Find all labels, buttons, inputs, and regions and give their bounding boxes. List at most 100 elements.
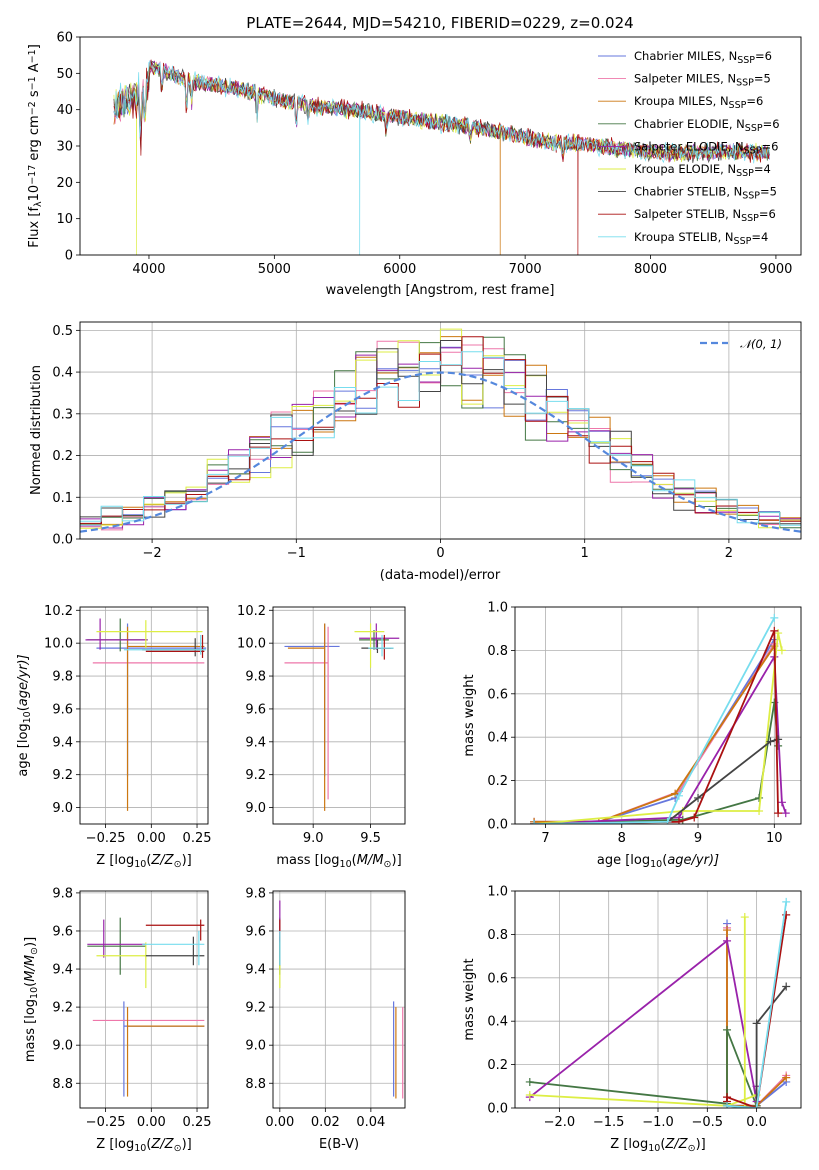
- legend-label: Chabrier STELIB, NSSP=5: [634, 185, 777, 202]
- y-tick-label: 0.0: [487, 818, 508, 833]
- y-tick-label: 30: [56, 140, 73, 155]
- x-axis-label: Z [log10(Z/Z⊙)]: [96, 853, 191, 870]
- x-tick-label: 2: [725, 546, 733, 561]
- weight-marker: [723, 936, 732, 945]
- axes-age_vs_Z: −0.25 0.00 0.25 9.0 9.2 9.4 9.6 9.8 10.0 10.2 Z [l…: [16, 604, 212, 870]
- axes-frame: [514, 890, 802, 1109]
- label-part: (: [16, 706, 31, 711]
- label-part: SSP: [736, 168, 754, 179]
- frame: 9.0 9.5 9.0 9.2 9.4 9.6 9.8 10.0 10.2 mass [log10…: [237, 604, 406, 870]
- y-axis-label: mass [log10(M/M⊙)]: [23, 937, 40, 1062]
- y-tick-label: 0.4: [487, 1015, 508, 1030]
- y-tick-label: 9.8: [245, 886, 266, 901]
- label-part: Z [log: [96, 853, 134, 868]
- y-tick-label: 1.0: [487, 885, 508, 900]
- weight-marker: [777, 646, 786, 655]
- label-part: Z [log: [610, 1137, 648, 1152]
- y-tick-label: 8.8: [52, 1077, 73, 1092]
- weight-marker: [525, 1077, 534, 1086]
- plot-area: [113, 59, 770, 255]
- label-part: SSP: [742, 190, 760, 201]
- label-part: 10: [340, 859, 352, 870]
- label-part: −1: [27, 49, 38, 63]
- y-tick-label: 0.6: [487, 687, 508, 702]
- label-part: Z/Z: [150, 1137, 174, 1152]
- x-tick-label: −1.5: [593, 1115, 625, 1130]
- frame: −2.0 −1.5 −1.0 −0.5 0.0 0.0 0.2 0.4 0.6 0.8 1.0 Z […: [462, 885, 802, 1154]
- x-tick-label: 9.0: [303, 831, 324, 846]
- legend-label: Salpeter MILES, NSSP=5: [634, 72, 771, 89]
- weight-marker: [752, 1019, 761, 1028]
- label-part: ⊙: [29, 947, 40, 955]
- label-part: −1: [27, 76, 38, 90]
- y-tick-label: 8.8: [245, 1077, 266, 1092]
- weight-marker: [774, 735, 783, 744]
- weight-marker: [766, 737, 775, 746]
- label-part: ⊙: [174, 1143, 182, 1154]
- label-part: age/yr)]: [16, 654, 31, 706]
- weight-marker: [723, 1093, 732, 1102]
- y-tick-label: 9.6: [245, 924, 266, 939]
- gaussian-curve: [80, 371, 801, 533]
- label-part: −2: [27, 101, 38, 115]
- legend-label: Chabrier ELODIE, NSSP=6: [634, 117, 780, 134]
- spectrum-line: [113, 60, 770, 255]
- x-tick-label: 10: [766, 831, 783, 846]
- y-tick-label: 0.0: [52, 533, 73, 548]
- legend-label: Chabrier MILES, NSSP=6: [634, 49, 772, 66]
- weight-marker: [723, 1101, 732, 1108]
- y-tick-label: 9.2: [245, 1001, 266, 1016]
- label-part: Z/Z: [150, 853, 174, 868]
- y-tick-label: 9.4: [52, 735, 73, 750]
- label-part: (: [146, 853, 151, 868]
- y-tick-label: 9.4: [245, 735, 266, 750]
- label-part: Z/Z: [664, 1137, 688, 1152]
- label-part: SSP: [741, 213, 759, 224]
- x-tick-label: 7000: [509, 262, 542, 277]
- y-axis-label: age [log10(age/yr)]: [16, 654, 33, 776]
- y-tick-label: 9.8: [52, 670, 73, 685]
- label-part: 10: [648, 1143, 660, 1154]
- weight-marker: [530, 820, 539, 824]
- y-tick-label: 9.0: [52, 801, 73, 816]
- weight-marker: [723, 1025, 732, 1034]
- legend-label: Kroupa ELODIE, NSSP=4: [634, 162, 771, 179]
- weight-marker: [782, 982, 791, 991]
- weight-marker: [674, 791, 683, 800]
- y-tick-label: 50: [56, 67, 73, 82]
- y-tick-label: 0: [65, 249, 73, 264]
- y-tick-label: 0.4: [52, 366, 73, 381]
- y-tick-label: 9.0: [52, 1039, 73, 1054]
- label-part: SSP: [729, 100, 747, 111]
- y-tick-label: 9.2: [245, 768, 266, 783]
- plot-background: [273, 891, 405, 1108]
- plot-layer: 4000 5000 6000 7000 8000 90000102030405060PLA…: [16, 14, 802, 1154]
- x-tick-label: 8: [618, 831, 626, 846]
- x-tick-label: 6000: [383, 262, 416, 277]
- x-tick-label: 0.00: [137, 831, 166, 846]
- histogram-series: [80, 351, 801, 526]
- x-tick-label: 5000: [258, 262, 291, 277]
- y-tick-label: 0.3: [52, 407, 73, 422]
- label-part: mass [log: [276, 853, 339, 868]
- y-tick-label: 0.4: [487, 731, 508, 746]
- axes-spectrum: 4000 5000 6000 7000 8000 9000 0 10 20 30 40 50 60 PLA…: [27, 14, 802, 298]
- weight-marker: [674, 817, 683, 824]
- frame: −0.25 0.00 0.25 9.0 9.2 9.4 9.6 9.8 10.0 10.2 Z [l…: [16, 604, 212, 870]
- y-tick-label: 10.2: [237, 604, 266, 619]
- label-part: M/M: [357, 853, 384, 868]
- label-part: )]: [23, 937, 38, 947]
- x-axis-label: (data-model)/error: [380, 568, 501, 583]
- x-axis-label: mass [log10(M/M⊙)]: [276, 853, 401, 870]
- axes-frame: [79, 890, 209, 1109]
- label-part: SSP: [734, 235, 752, 246]
- axes-frame: [79, 36, 802, 256]
- weight-marker: [774, 809, 783, 818]
- axes-residuals: −2 −1 0 1 2 0.0 0.1 0.2 0.3 0.4 0.5 (data-model)/er…: [29, 321, 802, 583]
- weight-marker: [782, 1073, 791, 1082]
- x-tick-label: 0.25: [183, 1115, 212, 1130]
- label-part: =6: [761, 139, 778, 153]
- y-tick-label: 0.2: [52, 449, 73, 464]
- y-tick-label: 0.0: [487, 1102, 508, 1117]
